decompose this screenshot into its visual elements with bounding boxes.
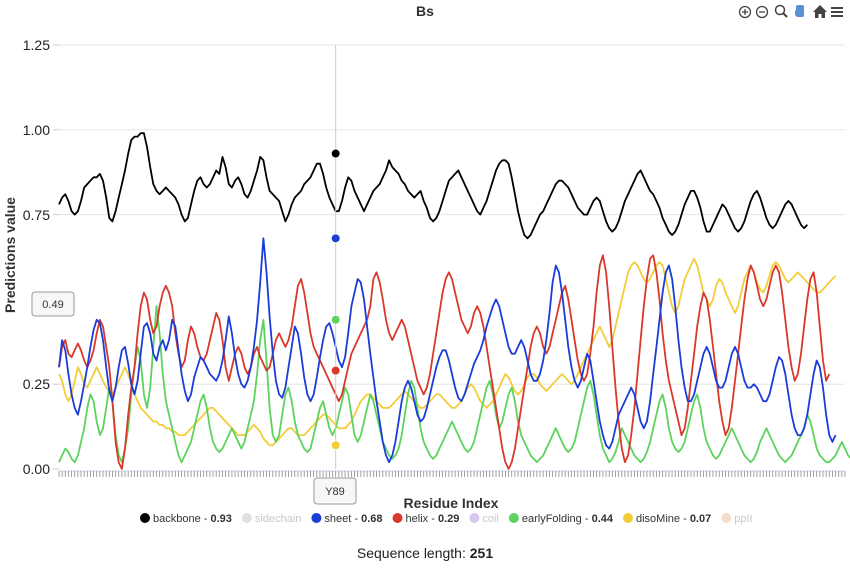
legend-separator: - <box>428 513 438 525</box>
y-crosshair-label: 0.49 <box>31 291 75 317</box>
hover-marker-earlyFolding <box>330 314 341 325</box>
y-tick-label: 1.25 <box>23 37 50 53</box>
legend-series-name: ppII <box>734 513 752 525</box>
y-axis-title: Predictions value <box>2 197 18 313</box>
legend-series-value: 0.44 <box>592 513 614 525</box>
x-hover-label: Y89 <box>313 477 357 505</box>
legend-item-helix[interactable]: helix - 0.29 <box>392 513 460 525</box>
chart-toolbar <box>738 4 843 19</box>
legend-series-value: 0.07 <box>690 513 711 525</box>
legend-swatch <box>469 513 480 523</box>
y-axis-ticks: 0.00 0.25 0.75 1.00 1.25 <box>23 37 50 477</box>
legend-series-name: sidechain <box>255 513 301 525</box>
y-tick-label: 0.75 <box>23 207 50 223</box>
home-icon[interactable] <box>813 5 827 18</box>
x-axis-title: Residue Index <box>404 495 499 511</box>
x-axis <box>58 470 846 477</box>
series-line-helix <box>58 254 831 470</box>
series-line-earlyFolding <box>58 305 850 464</box>
legend-separator: - <box>680 513 690 525</box>
sequence-length-label: Sequence length: <box>356 545 466 561</box>
legend-item-backbone[interactable]: backbone - 0.93 <box>140 513 232 525</box>
legend-label: backbone - 0.93 <box>153 513 232 525</box>
pan-icon[interactable] <box>795 5 804 17</box>
zoom-in-icon[interactable] <box>738 5 752 19</box>
x-hover-value: Y89 <box>325 486 345 498</box>
zoom-out-icon[interactable] <box>755 5 769 19</box>
legend-separator: - <box>201 513 211 525</box>
legend-series-value: 0.68 <box>361 513 382 525</box>
legend-series-name: backbone <box>153 513 201 525</box>
hover-marker-helix <box>330 365 341 376</box>
legend-swatch <box>241 513 252 523</box>
legend-swatch <box>623 513 633 523</box>
legend: backbone - 0.93 sidechain sheet - 0.68 heli… <box>140 513 753 525</box>
legend-series-name: sheet <box>324 513 351 525</box>
grid-lines <box>53 44 845 470</box>
chart-title: Bs <box>416 3 434 19</box>
series-line-disoMine <box>58 257 837 447</box>
y-tick-label: 0.00 <box>23 461 50 477</box>
legend-item-disoMine[interactable]: disoMine - 0.07 <box>623 513 711 525</box>
legend-swatch <box>311 513 322 523</box>
legend-swatch <box>392 513 403 523</box>
legend-series-value: 0.93 <box>211 513 232 525</box>
hover-layer <box>330 45 341 469</box>
legend-series-name: coil <box>482 513 499 525</box>
legend-separator: - <box>582 513 592 525</box>
legend-item-sidechain[interactable]: sidechain <box>241 513 301 525</box>
legend-separator: - <box>351 513 361 525</box>
legend-label: sheet - 0.68 <box>324 513 382 525</box>
sequence-length: Sequence length: 251 <box>0 545 850 561</box>
legend-label: sidechain <box>255 513 301 525</box>
sequence-length-value: 251 <box>469 545 494 561</box>
legend-label: disoMine - 0.07 <box>636 513 711 525</box>
hover-marker-sheet <box>330 233 341 244</box>
y-tick-label: 0.25 <box>23 376 50 392</box>
legend-label: helix - 0.29 <box>406 513 460 525</box>
legend-swatch <box>721 513 732 523</box>
series-layer <box>58 132 850 470</box>
legend-item-coil[interactable]: coil <box>469 513 499 525</box>
legend-swatch <box>140 513 150 523</box>
legend-series-value: 0.29 <box>438 513 459 525</box>
hover-marker-disoMine <box>330 440 341 451</box>
series-line-backbone <box>58 132 808 240</box>
menu-icon[interactable] <box>831 7 843 17</box>
legend-item-sheet[interactable]: sheet - 0.68 <box>311 513 383 525</box>
legend-series-name: disoMine <box>636 513 680 525</box>
zoom-icon[interactable] <box>774 4 788 18</box>
y-tick-label: 1.00 <box>23 122 50 138</box>
legend-series-name: earlyFolding <box>522 513 582 525</box>
legend-item-earlyFolding[interactable]: earlyFolding - 0.44 <box>508 513 614 525</box>
series-line-sheet <box>58 237 837 464</box>
legend-label: earlyFolding - 0.44 <box>522 513 614 525</box>
legend-series-name: helix <box>406 513 429 525</box>
legend-swatch <box>508 513 519 523</box>
legend-label: coil <box>482 513 499 525</box>
legend-label: ppII <box>734 513 752 525</box>
hover-marker-backbone <box>330 148 341 159</box>
legend-item-ppII[interactable]: ppII <box>721 513 753 525</box>
y-crosshair-value: 0.49 <box>42 299 63 311</box>
